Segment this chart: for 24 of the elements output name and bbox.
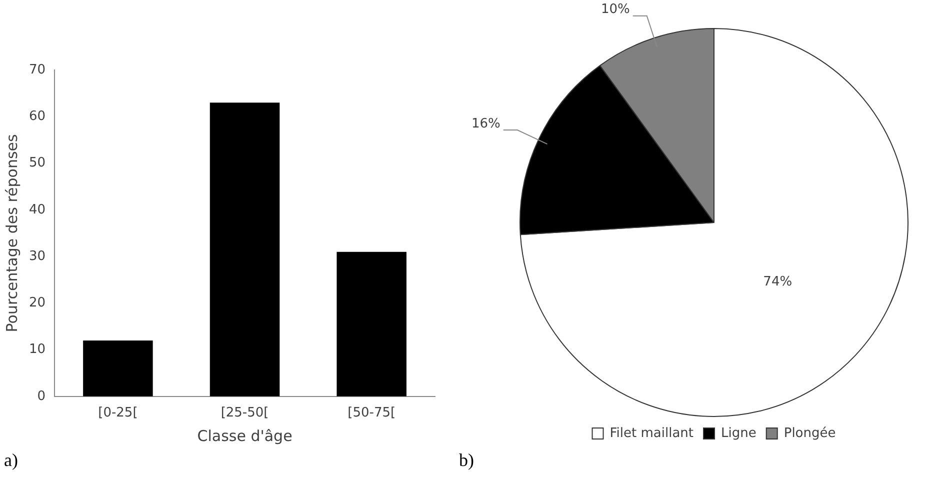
y-axis-title: Pourcentage des réponses — [2, 134, 21, 332]
y-tick-label: 20 — [28, 296, 46, 311]
y-tick-label: 40 — [28, 202, 46, 218]
x-axis-title: Classe d'âge — [197, 426, 292, 445]
legend-label: Plongée — [784, 426, 836, 441]
text: b) — [459, 450, 474, 471]
x-tick-label: [50-75[ — [348, 406, 396, 421]
x-tick-label: [25-50[ — [220, 406, 269, 421]
bar — [83, 340, 153, 396]
data-label: 16% — [471, 116, 500, 132]
legend-label: Ligne — [721, 426, 756, 441]
legend-label: Filet maillant — [610, 426, 694, 441]
y-tick-label: 60 — [28, 109, 46, 124]
bar — [210, 102, 280, 396]
y-tick-label: 0 — [37, 388, 46, 404]
y-tick-label: 50 — [28, 156, 46, 171]
y-tick-label: 30 — [28, 248, 46, 264]
data-label: 74% — [763, 274, 792, 290]
x-tick-label: [0-25[ — [98, 406, 138, 421]
text: a) — [4, 450, 18, 471]
bar — [336, 252, 406, 396]
data-label: 10% — [600, 2, 630, 18]
y-tick-label: 70 — [28, 62, 46, 78]
y-tick-label: 10 — [28, 342, 46, 358]
